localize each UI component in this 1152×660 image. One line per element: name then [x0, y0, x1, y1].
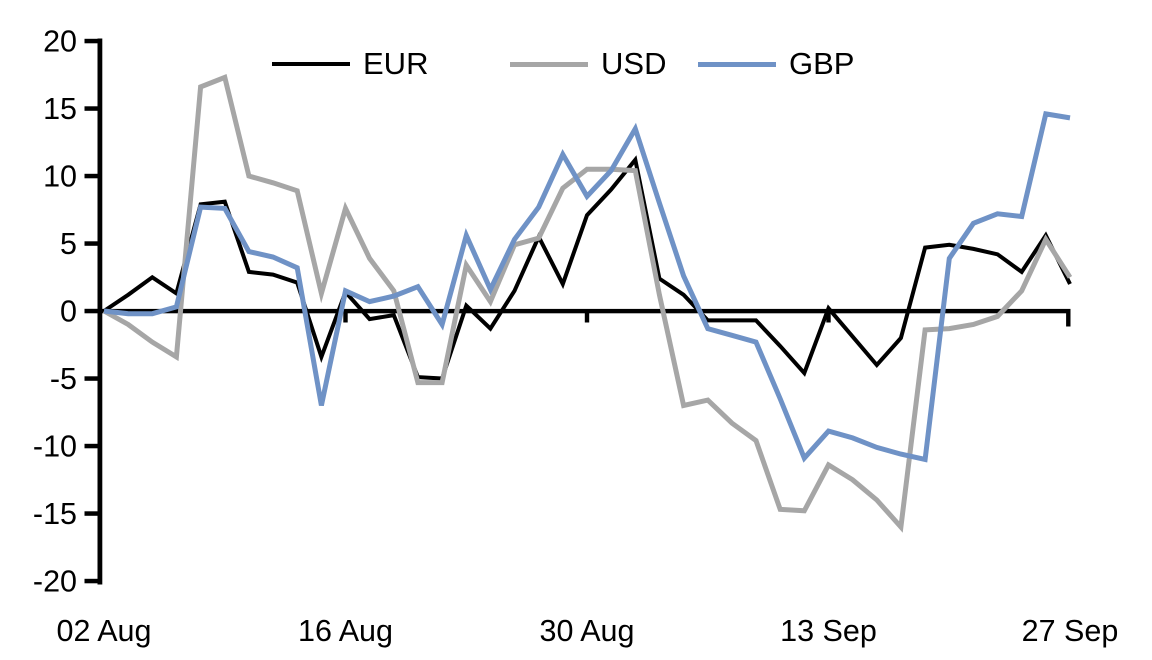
legend-label-gbp: GBP: [789, 46, 855, 81]
usd-line: [102, 74, 1073, 533]
series-lines: [102, 74, 1073, 533]
y-tick: [84, 578, 98, 584]
y-tick-label: 15: [43, 92, 77, 126]
y-tick-label: -20: [33, 565, 77, 599]
gbp-line: [103, 111, 1071, 463]
legend-swatch-eur: [272, 62, 350, 66]
x-tick-label: 16 Aug: [298, 614, 393, 648]
y-tick: [84, 443, 98, 449]
x-tick-end: [1066, 311, 1071, 327]
y-tick: [84, 241, 98, 246]
axis-labels: 20 15 10 5 0 -5 -10 -15 -20 02 Aug 16 Aug 30 Aug 13 …: [33, 25, 1118, 649]
legend-item-usd: USD: [510, 47, 666, 81]
legend-swatch-usd: [510, 61, 588, 67]
y-tick: [84, 38, 98, 44]
y-tick-label: 10: [43, 160, 77, 194]
x-tick-label: 02 Aug: [57, 614, 152, 648]
legend-label-usd: USD: [601, 46, 667, 81]
y-tick-label: 5: [60, 227, 77, 261]
legend-label-eur: EUR: [363, 46, 429, 81]
legend-item-eur: EUR: [272, 47, 428, 81]
y-tick-label: 0: [60, 295, 77, 329]
eur-line: [102, 155, 1072, 381]
legend-item-gbp: GBP: [698, 47, 854, 81]
x-tick: [584, 311, 590, 323]
x-tick-label: 30 Aug: [540, 614, 635, 648]
x-axis-line: [97, 308, 1071, 314]
y-tick: [84, 106, 98, 111]
legend-swatch-gbp: [698, 61, 776, 67]
y-tick: [84, 308, 98, 314]
x-axis: [97, 308, 1071, 327]
y-tick-label: -15: [33, 497, 77, 531]
y-tick-label: 20: [43, 25, 77, 59]
y-tick-label: -10: [33, 430, 77, 464]
y-tick: [84, 376, 98, 381]
x-tick-label: 13 Sep: [780, 614, 877, 648]
x-tick: [343, 311, 348, 323]
x-tick-label: 27 Sep: [1022, 614, 1119, 648]
y-tick: [84, 511, 98, 516]
x-tick: [826, 311, 831, 323]
y-tick-label: -5: [50, 362, 77, 396]
y-tick: [84, 173, 98, 179]
